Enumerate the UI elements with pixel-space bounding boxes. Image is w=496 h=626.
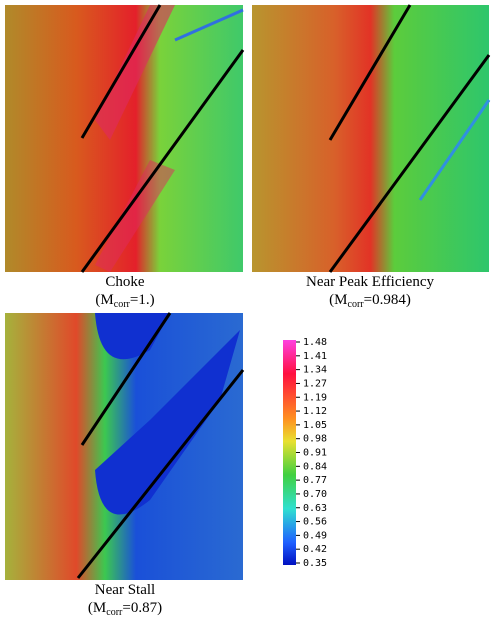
colorbar-label: 0.63: [303, 503, 327, 514]
colorbar-label: 1.27: [303, 378, 327, 389]
contour-plot: [5, 4, 245, 273]
panel-label: Near Stall: [95, 582, 155, 598]
colorbar-label: 1.05: [303, 420, 327, 431]
symbol: M: [93, 600, 106, 616]
colorbar-label: 1.48: [303, 337, 327, 348]
symbol: M: [100, 292, 113, 308]
value: =0.984): [364, 292, 411, 308]
value: =0.87): [122, 600, 162, 616]
colorbar-label: 0.49: [303, 530, 327, 541]
colorbar-label: 1.41: [303, 351, 327, 362]
colorbar-label: 0.56: [303, 517, 327, 528]
subscript: corr: [114, 299, 131, 310]
subscript: corr: [348, 299, 365, 310]
panel-label: Choke: [105, 274, 145, 290]
colorbar-label: 1.12: [303, 406, 327, 417]
colorbar-label: 0.84: [303, 461, 327, 472]
colorbar-label: 0.98: [303, 434, 327, 445]
contour-plot: [5, 312, 245, 580]
panel-condition: (Mcorr=0.984): [329, 292, 411, 310]
colorbar: [283, 340, 296, 565]
colorbar-label: 1.34: [303, 365, 327, 376]
subscript: corr: [106, 607, 123, 618]
colorbar-label: 0.42: [303, 544, 327, 555]
panel-condition: (Mcorr=0.87): [88, 600, 162, 618]
colorbar-label: 1.19: [303, 392, 327, 403]
paren: (: [329, 292, 334, 308]
panel-label: Near Peak Efficiency: [306, 274, 434, 290]
value: =1.): [130, 292, 155, 308]
colorbar-label: 0.35: [303, 558, 327, 569]
panel-condition: (Mcorr=1.): [95, 292, 154, 310]
symbol: M: [334, 292, 347, 308]
contour-plot: [252, 4, 491, 273]
paren: (: [95, 292, 100, 308]
colorbar-label: 0.91: [303, 448, 327, 459]
colorbar-label: 0.70: [303, 489, 327, 500]
paren: (: [88, 600, 93, 616]
colorbar-label: 0.77: [303, 475, 327, 486]
